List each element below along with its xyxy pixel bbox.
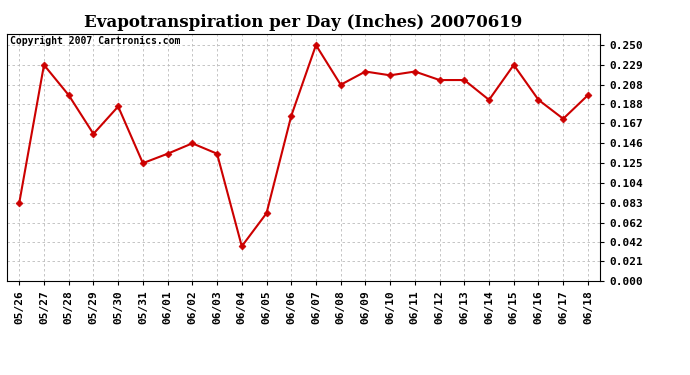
Text: Copyright 2007 Cartronics.com: Copyright 2007 Cartronics.com — [10, 36, 180, 46]
Title: Evapotranspiration per Day (Inches) 20070619: Evapotranspiration per Day (Inches) 2007… — [84, 14, 523, 31]
